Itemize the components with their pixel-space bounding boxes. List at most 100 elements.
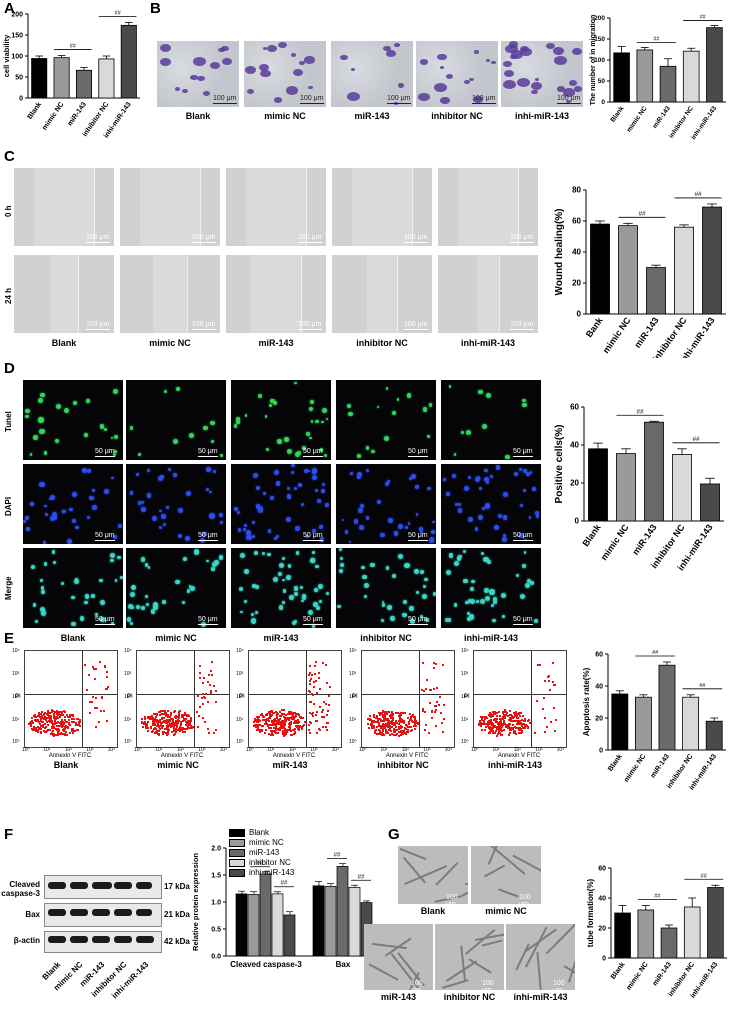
event-dot [56,716,59,719]
event-dot [168,724,171,727]
nucleus [422,407,428,413]
event-dot [522,723,525,726]
event-dot [377,719,380,722]
nucleus [318,583,323,589]
scale-bar-label: 100 μm [557,95,581,102]
migrated-cell [266,45,278,53]
event-dot [433,661,436,664]
nucleus [505,454,510,460]
nucleus [182,556,187,561]
y-tick-label: 150 [594,36,605,43]
nucleus [294,486,298,490]
event-dot [46,714,49,717]
nucleus [339,568,344,573]
event-dot [146,729,149,732]
migrated-cell [197,75,205,82]
nucleus [117,556,121,560]
protein-band [92,936,110,943]
event-dot [492,711,495,714]
nucleus [151,609,156,614]
tube-image: 100 μm [364,924,433,990]
event-dot [280,723,283,726]
event-dot [58,729,61,732]
event-dot [297,729,300,732]
event-dot [266,723,269,726]
event-dot [409,719,412,722]
nucleus [452,473,457,478]
event-dot [413,722,416,725]
event-dot [259,713,262,716]
event-dot [521,724,524,727]
event-dot [513,711,516,714]
migrated-cell [534,78,540,82]
event-dot [51,719,54,722]
nucleus [218,555,224,561]
sig-label: ## [281,881,288,887]
nucleus [188,432,195,438]
event-dot [177,714,180,717]
event-dot [374,720,377,723]
event-dot [286,729,289,731]
nucleus [305,534,310,539]
scale-bar-label: 100 μm [298,234,322,241]
wound-gap [140,168,200,246]
event-dot [210,690,213,693]
nucleus [380,532,385,538]
event-dot [169,712,172,715]
nucleus [256,504,261,509]
event-dot [45,716,48,719]
event-dot [393,723,396,726]
event-dot [151,724,154,727]
migrated-cell [222,57,233,65]
event-dot [507,726,510,729]
scale-bar: 100 μm [213,95,237,104]
event-dot [105,719,108,722]
event-dot [210,670,212,673]
nucleus [98,578,103,583]
event-dot [93,668,96,671]
nucleus [40,393,45,398]
event-dot [253,719,256,722]
event-dot [552,681,555,684]
event-dot [301,728,303,731]
scale-bar-label: 50 μm [95,616,115,623]
event-dot [150,726,153,729]
event-dot [518,727,521,730]
event-dot [413,716,416,719]
nucleus [87,516,91,520]
protein-band [70,936,88,943]
bar [700,483,720,522]
column-label-e: inhibitor NC [377,760,429,770]
event-dot [388,721,391,724]
event-dot [164,709,166,712]
event-dot [553,729,556,732]
scale-bar-line [298,329,322,330]
event-dot [263,731,266,734]
scale-bar: 50 μm [95,616,115,625]
event-dot [187,713,190,716]
y-tick-label: 60 [595,651,603,658]
event-dot [201,702,204,705]
nucleus [275,481,280,486]
event-dot [211,673,214,676]
wound-image: 100 μm [120,168,220,246]
event-dot [548,689,551,692]
event-dot [551,661,554,664]
event-dot [294,724,297,727]
event-dot [296,718,299,721]
event-dot [387,711,390,714]
event-dot [68,723,71,726]
bar [336,866,349,957]
event-dot [500,724,503,727]
event-dot [34,716,37,719]
nucleus [162,523,166,527]
event-dot [56,721,59,724]
event-dot [146,723,149,726]
event-dot [164,720,167,723]
event-dot [270,711,273,714]
nucleus [220,521,223,524]
migrated-cell [434,82,447,92]
event-dot [156,713,158,716]
event-dot [492,730,495,733]
event-dot [143,721,146,724]
